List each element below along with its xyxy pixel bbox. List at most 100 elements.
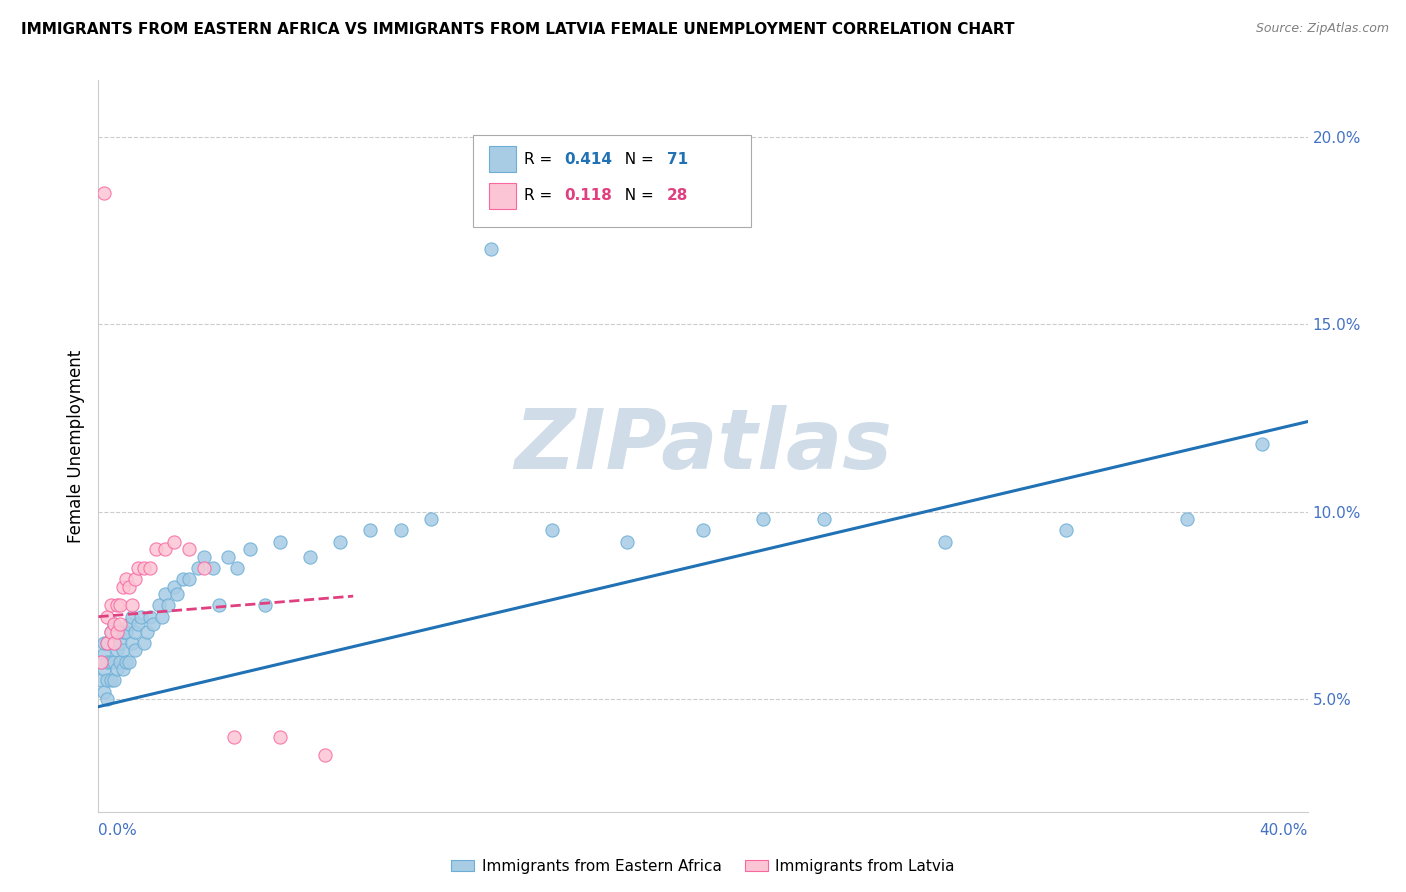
FancyBboxPatch shape — [474, 135, 751, 227]
Point — [108, 599, 131, 613]
Point — [1054, 524, 1077, 538]
Point — [103, 636, 125, 650]
Point — [105, 643, 128, 657]
Point — [118, 655, 141, 669]
Point — [202, 561, 225, 575]
Point — [100, 655, 122, 669]
Text: R =: R = — [524, 188, 557, 203]
Text: N =: N = — [614, 152, 658, 167]
Point — [1175, 512, 1198, 526]
Point — [100, 673, 122, 688]
Point — [103, 655, 125, 669]
Point — [299, 549, 322, 564]
FancyBboxPatch shape — [489, 183, 516, 209]
Legend: Immigrants from Eastern Africa, Immigrants from Latvia: Immigrants from Eastern Africa, Immigran… — [446, 853, 960, 880]
Point — [96, 636, 118, 650]
Point — [93, 684, 115, 698]
Text: 28: 28 — [666, 188, 688, 203]
Text: N =: N = — [614, 188, 658, 203]
Point — [124, 572, 146, 586]
Point — [481, 242, 503, 256]
Point — [1251, 437, 1274, 451]
Point — [172, 572, 194, 586]
Text: Source: ZipAtlas.com: Source: ZipAtlas.com — [1256, 22, 1389, 36]
Point — [121, 599, 143, 613]
Point — [118, 617, 141, 632]
Point — [121, 636, 143, 650]
Point — [193, 561, 215, 575]
Point — [132, 561, 155, 575]
Point — [153, 587, 176, 601]
Point — [269, 534, 291, 549]
Point — [934, 534, 956, 549]
Text: 0.0%: 0.0% — [98, 823, 138, 838]
Point — [163, 580, 186, 594]
Point — [148, 599, 170, 613]
Point — [420, 512, 443, 526]
Point — [187, 561, 209, 575]
Point — [111, 643, 134, 657]
Point — [124, 643, 146, 657]
Point — [90, 655, 112, 669]
Point — [193, 549, 215, 564]
Point — [124, 624, 146, 639]
Point — [129, 609, 152, 624]
Point — [114, 572, 136, 586]
Point — [142, 617, 165, 632]
Point — [96, 673, 118, 688]
Y-axis label: Female Unemployment: Female Unemployment — [66, 350, 84, 542]
Point — [105, 599, 128, 613]
Point — [329, 534, 352, 549]
Point — [127, 617, 149, 632]
Point — [90, 655, 112, 669]
Point — [132, 636, 155, 650]
Point — [145, 542, 167, 557]
Point — [135, 624, 157, 639]
Point — [111, 580, 134, 594]
Point — [96, 609, 118, 624]
Point — [108, 636, 131, 650]
Point — [105, 662, 128, 676]
Point — [139, 561, 162, 575]
Point — [93, 647, 115, 661]
Point — [208, 599, 231, 613]
Point — [692, 524, 714, 538]
Point — [114, 624, 136, 639]
Point — [100, 599, 122, 613]
Point — [96, 692, 118, 706]
Point — [239, 542, 262, 557]
Point — [103, 636, 125, 650]
Point — [100, 624, 122, 639]
Point — [253, 599, 276, 613]
Point — [111, 662, 134, 676]
Point — [166, 587, 188, 601]
Point — [103, 673, 125, 688]
Point — [90, 673, 112, 688]
Point — [153, 542, 176, 557]
Point — [105, 624, 128, 639]
Point — [108, 655, 131, 669]
Point — [540, 524, 562, 538]
Point — [217, 549, 239, 564]
Point — [118, 580, 141, 594]
FancyBboxPatch shape — [489, 146, 516, 172]
Point — [108, 617, 131, 632]
Text: 40.0%: 40.0% — [1260, 823, 1308, 838]
Point — [105, 624, 128, 639]
Point — [103, 617, 125, 632]
Point — [156, 599, 179, 613]
Point — [93, 636, 115, 650]
Point — [96, 655, 118, 669]
Text: 0.118: 0.118 — [564, 188, 612, 203]
Point — [121, 609, 143, 624]
Point — [93, 662, 115, 676]
Point — [616, 534, 638, 549]
Point — [269, 730, 291, 744]
Text: R =: R = — [524, 152, 557, 167]
Point — [752, 512, 775, 526]
Point — [314, 748, 336, 763]
Text: IMMIGRANTS FROM EASTERN AFRICA VS IMMIGRANTS FROM LATVIA FEMALE UNEMPLOYMENT COR: IMMIGRANTS FROM EASTERN AFRICA VS IMMIGR… — [21, 22, 1015, 37]
Point — [114, 655, 136, 669]
Point — [150, 609, 173, 624]
Point — [127, 561, 149, 575]
